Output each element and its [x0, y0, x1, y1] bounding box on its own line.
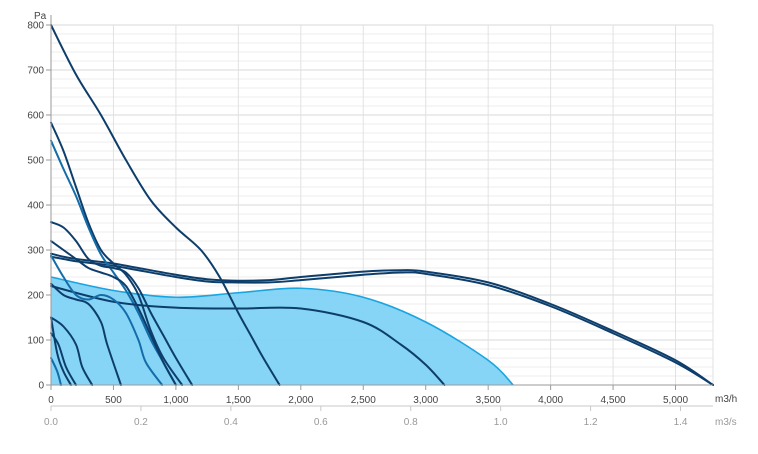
series-line-5	[50, 139, 177, 386]
x-tick-label: 2,000	[288, 395, 313, 406]
y-tick-label: 500	[27, 156, 44, 167]
x-tick-label: 2,500	[351, 395, 376, 406]
x2-tick-label: 0.8	[404, 417, 418, 428]
series-line-11	[50, 316, 94, 386]
x-axis-unit-label: m3/h	[715, 394, 737, 405]
shaded-region-fill	[51, 277, 514, 385]
x2-tick-label: 1.2	[584, 417, 598, 428]
y-tick-label: 400	[27, 201, 44, 212]
x2-tick-label: 0.4	[224, 417, 238, 428]
y-tick-label: 700	[27, 66, 44, 77]
x-tick-label: 0	[48, 395, 54, 406]
x-tick-label: 3,500	[476, 395, 501, 406]
x2-tick-label: 0.2	[134, 417, 148, 428]
shaded-region-edge	[50, 276, 514, 386]
x2-tick-label: 1.0	[494, 417, 508, 428]
y-tick-label: 0	[38, 381, 44, 392]
x-tick-label: 4,000	[538, 395, 563, 406]
series-line-13	[50, 316, 72, 386]
series-layer	[50, 24, 714, 386]
axis-layer: 0 100 200 300 400 500 600 700 800 0 500 1,000 1,500 2…	[27, 15, 713, 428]
y-tick-label: 800	[27, 21, 44, 32]
series-line-4	[50, 121, 184, 386]
x-tick-label: 3,000	[413, 395, 438, 406]
series-line-7	[50, 240, 177, 386]
x2-tick-label: 0.0	[44, 417, 58, 428]
series-line-3	[50, 24, 281, 386]
shaded-region-layer	[50, 276, 514, 386]
x-tick-label: 1,000	[163, 395, 188, 406]
y-tick-label: 100	[27, 336, 44, 347]
y-tick-label: 600	[27, 111, 44, 122]
x-tick-label: 1,500	[226, 395, 251, 406]
x-tick-label: 500	[105, 395, 122, 406]
y-tick-label: 200	[27, 291, 44, 302]
x-tick-label: 4,500	[601, 395, 626, 406]
x2-tick-label: 0.6	[314, 417, 328, 428]
y-axis-unit-label: Pa	[34, 11, 47, 22]
series-line-8	[50, 285, 446, 386]
series-line-6	[50, 221, 194, 386]
series-line-10	[50, 282, 122, 386]
series-line-14	[50, 357, 62, 386]
x-tick-label: 5,000	[663, 395, 688, 406]
x2-tick-label: 1.4	[674, 417, 688, 428]
series-line-1	[50, 252, 714, 386]
x2-axis-unit-label: m3/s	[715, 417, 737, 428]
series-line-9	[50, 254, 164, 386]
y-tick-label: 300	[27, 246, 44, 257]
